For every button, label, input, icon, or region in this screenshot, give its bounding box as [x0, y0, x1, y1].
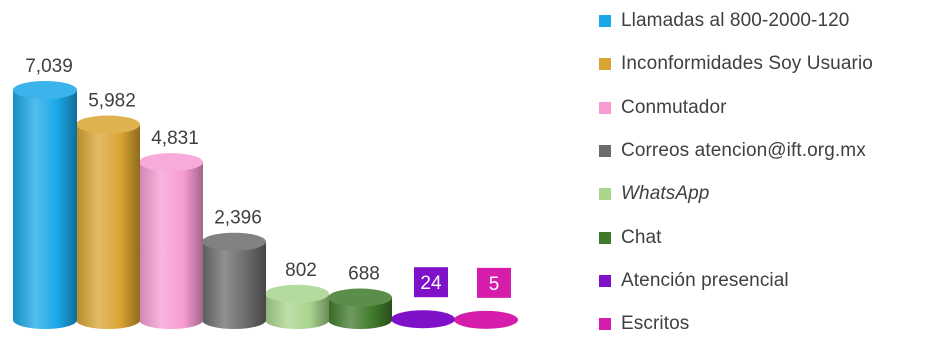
legend-swatch-8 [599, 318, 611, 331]
value-label-2: 5,982 [88, 91, 136, 112]
value-label-7: 24 [420, 273, 442, 294]
bar-body-2 [76, 124, 140, 330]
bar-top-5 [265, 284, 329, 303]
legend-item-1: Llamadas al 800-2000-120 [599, 6, 849, 36]
legend-swatch-6 [599, 231, 611, 244]
bar-body-1 [13, 90, 77, 329]
bar-5 [265, 284, 329, 329]
bar-4 [202, 232, 266, 329]
legend-item-4: Correos atencion@ift.org.mx [599, 136, 866, 166]
value-label-5: 802 [285, 260, 317, 281]
value-label-8: 5 [489, 274, 500, 295]
legend-label-6: Chat [621, 226, 662, 248]
legend-label-4: Correos atencion@ift.org.mx [621, 139, 866, 161]
bar-body-5 [265, 293, 329, 329]
value-label-1: 7,039 [25, 56, 73, 77]
bar-top-4 [202, 232, 266, 251]
legend-swatch-1 [599, 15, 611, 27]
bar-top-2 [76, 115, 140, 134]
bar-3 [139, 153, 203, 329]
legend-swatch-4 [599, 144, 611, 157]
bar-body-3 [139, 162, 203, 329]
legend-item-7: Atención presencial [599, 266, 789, 296]
legend-label-1: Llamadas al 800-2000-120 [621, 10, 850, 31]
legend-swatch-3 [599, 101, 611, 114]
legend-swatch-5 [599, 188, 611, 201]
bar-body-4 [202, 241, 266, 329]
bar-top-6 [328, 288, 392, 307]
legend-label-8: Escritos [621, 313, 690, 335]
legend-swatch-2 [599, 58, 611, 71]
legend-label-3: Conmutador [621, 96, 727, 118]
value-label-3: 4,831 [151, 128, 199, 149]
value-label-4: 2,396 [214, 208, 262, 229]
value-label-6: 688 [348, 264, 380, 285]
bar-top-7 [391, 310, 455, 329]
legend-item-3: Conmutador [599, 93, 727, 123]
bar-2 [76, 115, 140, 330]
bar-top-1 [13, 81, 77, 99]
value-label-box-8 [477, 267, 511, 298]
bar-6 [328, 288, 392, 329]
bar-top-3 [139, 153, 203, 172]
legend-label-7: Atención presencial [621, 269, 789, 291]
bar-top-8 [454, 310, 518, 329]
legend-item-5: WhatsApp [599, 179, 709, 209]
legend-item-2: Inconformidades Soy Usuario [599, 49, 873, 79]
bar-body-6 [328, 297, 392, 329]
bar-8 [454, 310, 518, 329]
legend-item-8: Escritos [599, 309, 689, 339]
legend-label-2: Inconformidades Soy Usuario [621, 53, 873, 75]
bar-1 [13, 81, 77, 329]
legend-swatch-7 [599, 274, 611, 287]
legend-item-6: Chat [599, 223, 662, 253]
bar-7 [391, 310, 455, 329]
legend-label-5: WhatsApp [621, 183, 710, 205]
value-label-box-7 [414, 267, 448, 298]
